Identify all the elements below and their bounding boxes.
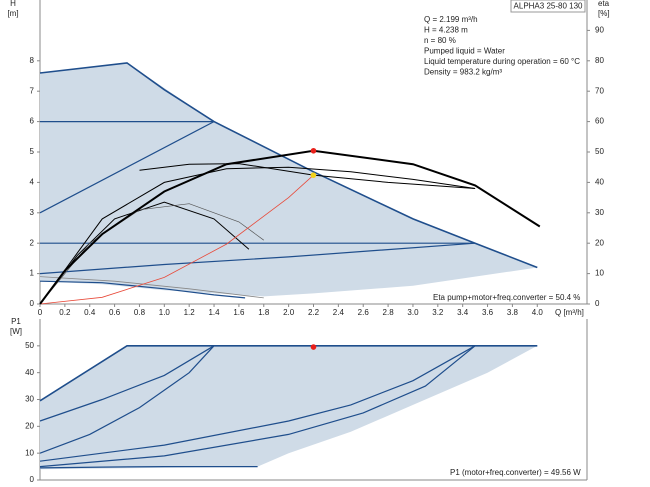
x-tick-label: 1.2 (184, 308, 196, 317)
y-label-unit: [W] (10, 327, 22, 336)
x-tick-label: 2.6 (358, 308, 370, 317)
curve (39, 466, 258, 469)
y-tick-label: 6 (30, 117, 35, 126)
y-tick-label: 40 (25, 368, 34, 377)
y2-tick-label: 30 (595, 208, 604, 217)
y2-tick-label: 10 (595, 269, 604, 278)
y2-label-unit: [%] (598, 9, 610, 18)
info-line: Q = 2.199 m³/h (424, 15, 478, 24)
info-line: n = 80 % (424, 36, 456, 45)
x-tick-label: 0 (38, 308, 43, 317)
model: ALPHA3 25-80 130 (514, 2, 583, 11)
y-tick-label: 8 (30, 56, 35, 65)
x-tick-label: 0.4 (84, 308, 96, 317)
duty-point (310, 147, 317, 154)
x-tick-label: 2.4 (333, 308, 345, 317)
x-tick-label: 1.8 (258, 308, 270, 317)
x-tick-label: 3.4 (457, 308, 469, 317)
curve (39, 345, 215, 454)
y-tick-label: 30 (25, 395, 34, 404)
curve (39, 166, 476, 305)
curve (39, 280, 246, 299)
curve (39, 121, 215, 214)
y-label: P1 (11, 317, 21, 326)
curve (39, 62, 538, 269)
x-tick-label: 1.6 (233, 308, 245, 317)
y2-tick-label: 70 (595, 86, 604, 95)
x-tick-label: 2.0 (283, 308, 295, 317)
curve (39, 174, 314, 305)
x-tick-label: 0.6 (109, 308, 121, 317)
y-tick-label: 10 (25, 448, 34, 457)
y2-tick-label: 0 (595, 299, 600, 308)
y-tick-label: 3 (30, 208, 35, 217)
y-tick-label: 2 (30, 238, 35, 247)
x-tick-label: 3.6 (482, 308, 494, 317)
curve (39, 345, 538, 402)
model-box (510, 0, 586, 13)
x-tick-label: 0.8 (134, 308, 146, 317)
duty-point (310, 172, 317, 178)
curve (39, 242, 476, 275)
y-tick-label: 7 (30, 86, 35, 95)
info-line: H = 4.238 m (424, 26, 468, 35)
x-tick-label: 3.0 (407, 308, 419, 317)
x-tick-label: 2.2 (308, 308, 320, 317)
x-tick-label: 2.8 (383, 308, 395, 317)
y-tick-label: 0 (30, 299, 35, 308)
y-tick-label: 50 (25, 341, 34, 350)
operating-area (40, 345, 538, 470)
duty-point (310, 344, 317, 350)
x-tick-label: 1.0 (159, 308, 171, 317)
y2-tick-label: 60 (595, 117, 604, 126)
curve (39, 149, 541, 305)
curve (39, 345, 476, 462)
y2-tick-label: 90 (595, 26, 604, 35)
eta-note: Eta pump+motor+freq.converter = 50.4 % (433, 293, 580, 302)
y-tick-label: 20 (25, 421, 34, 430)
y-tick-label: 5 (30, 147, 35, 156)
y2-label: eta (598, 0, 610, 8)
x-tick-label: 4.0 (532, 308, 544, 317)
info-line: Density = 983.2 kg/m³ (424, 68, 502, 77)
x-tick-label: 3.8 (507, 308, 519, 317)
x-tick-label: 0.2 (59, 308, 71, 317)
y2-tick-label: 20 (595, 238, 604, 247)
curve (39, 345, 215, 422)
y-label: H (10, 0, 16, 8)
y2-tick-label: 80 (595, 56, 604, 65)
y-tick-label: 4 (30, 178, 35, 187)
x-tick-label: 1.4 (208, 308, 220, 317)
p1-note: P1 (motor+freq.converter) = 49.56 W (450, 468, 581, 477)
y-tick-label: 1 (30, 269, 35, 278)
y2-tick-label: 40 (595, 178, 604, 187)
x-label: Q [m³/h] (555, 308, 584, 317)
curve (39, 276, 264, 299)
y-tick-label: 0 (30, 475, 35, 484)
x-tick-label: 3.2 (432, 308, 444, 317)
y2-tick-label: 50 (595, 147, 604, 156)
info-line: Liquid temperature during operation = 60… (424, 57, 580, 66)
operating-area (40, 62, 538, 297)
curve (39, 345, 476, 468)
curve (139, 163, 476, 189)
y-label-unit: [m] (7, 9, 18, 18)
info-line: Pumped liquid = Water (424, 47, 505, 56)
